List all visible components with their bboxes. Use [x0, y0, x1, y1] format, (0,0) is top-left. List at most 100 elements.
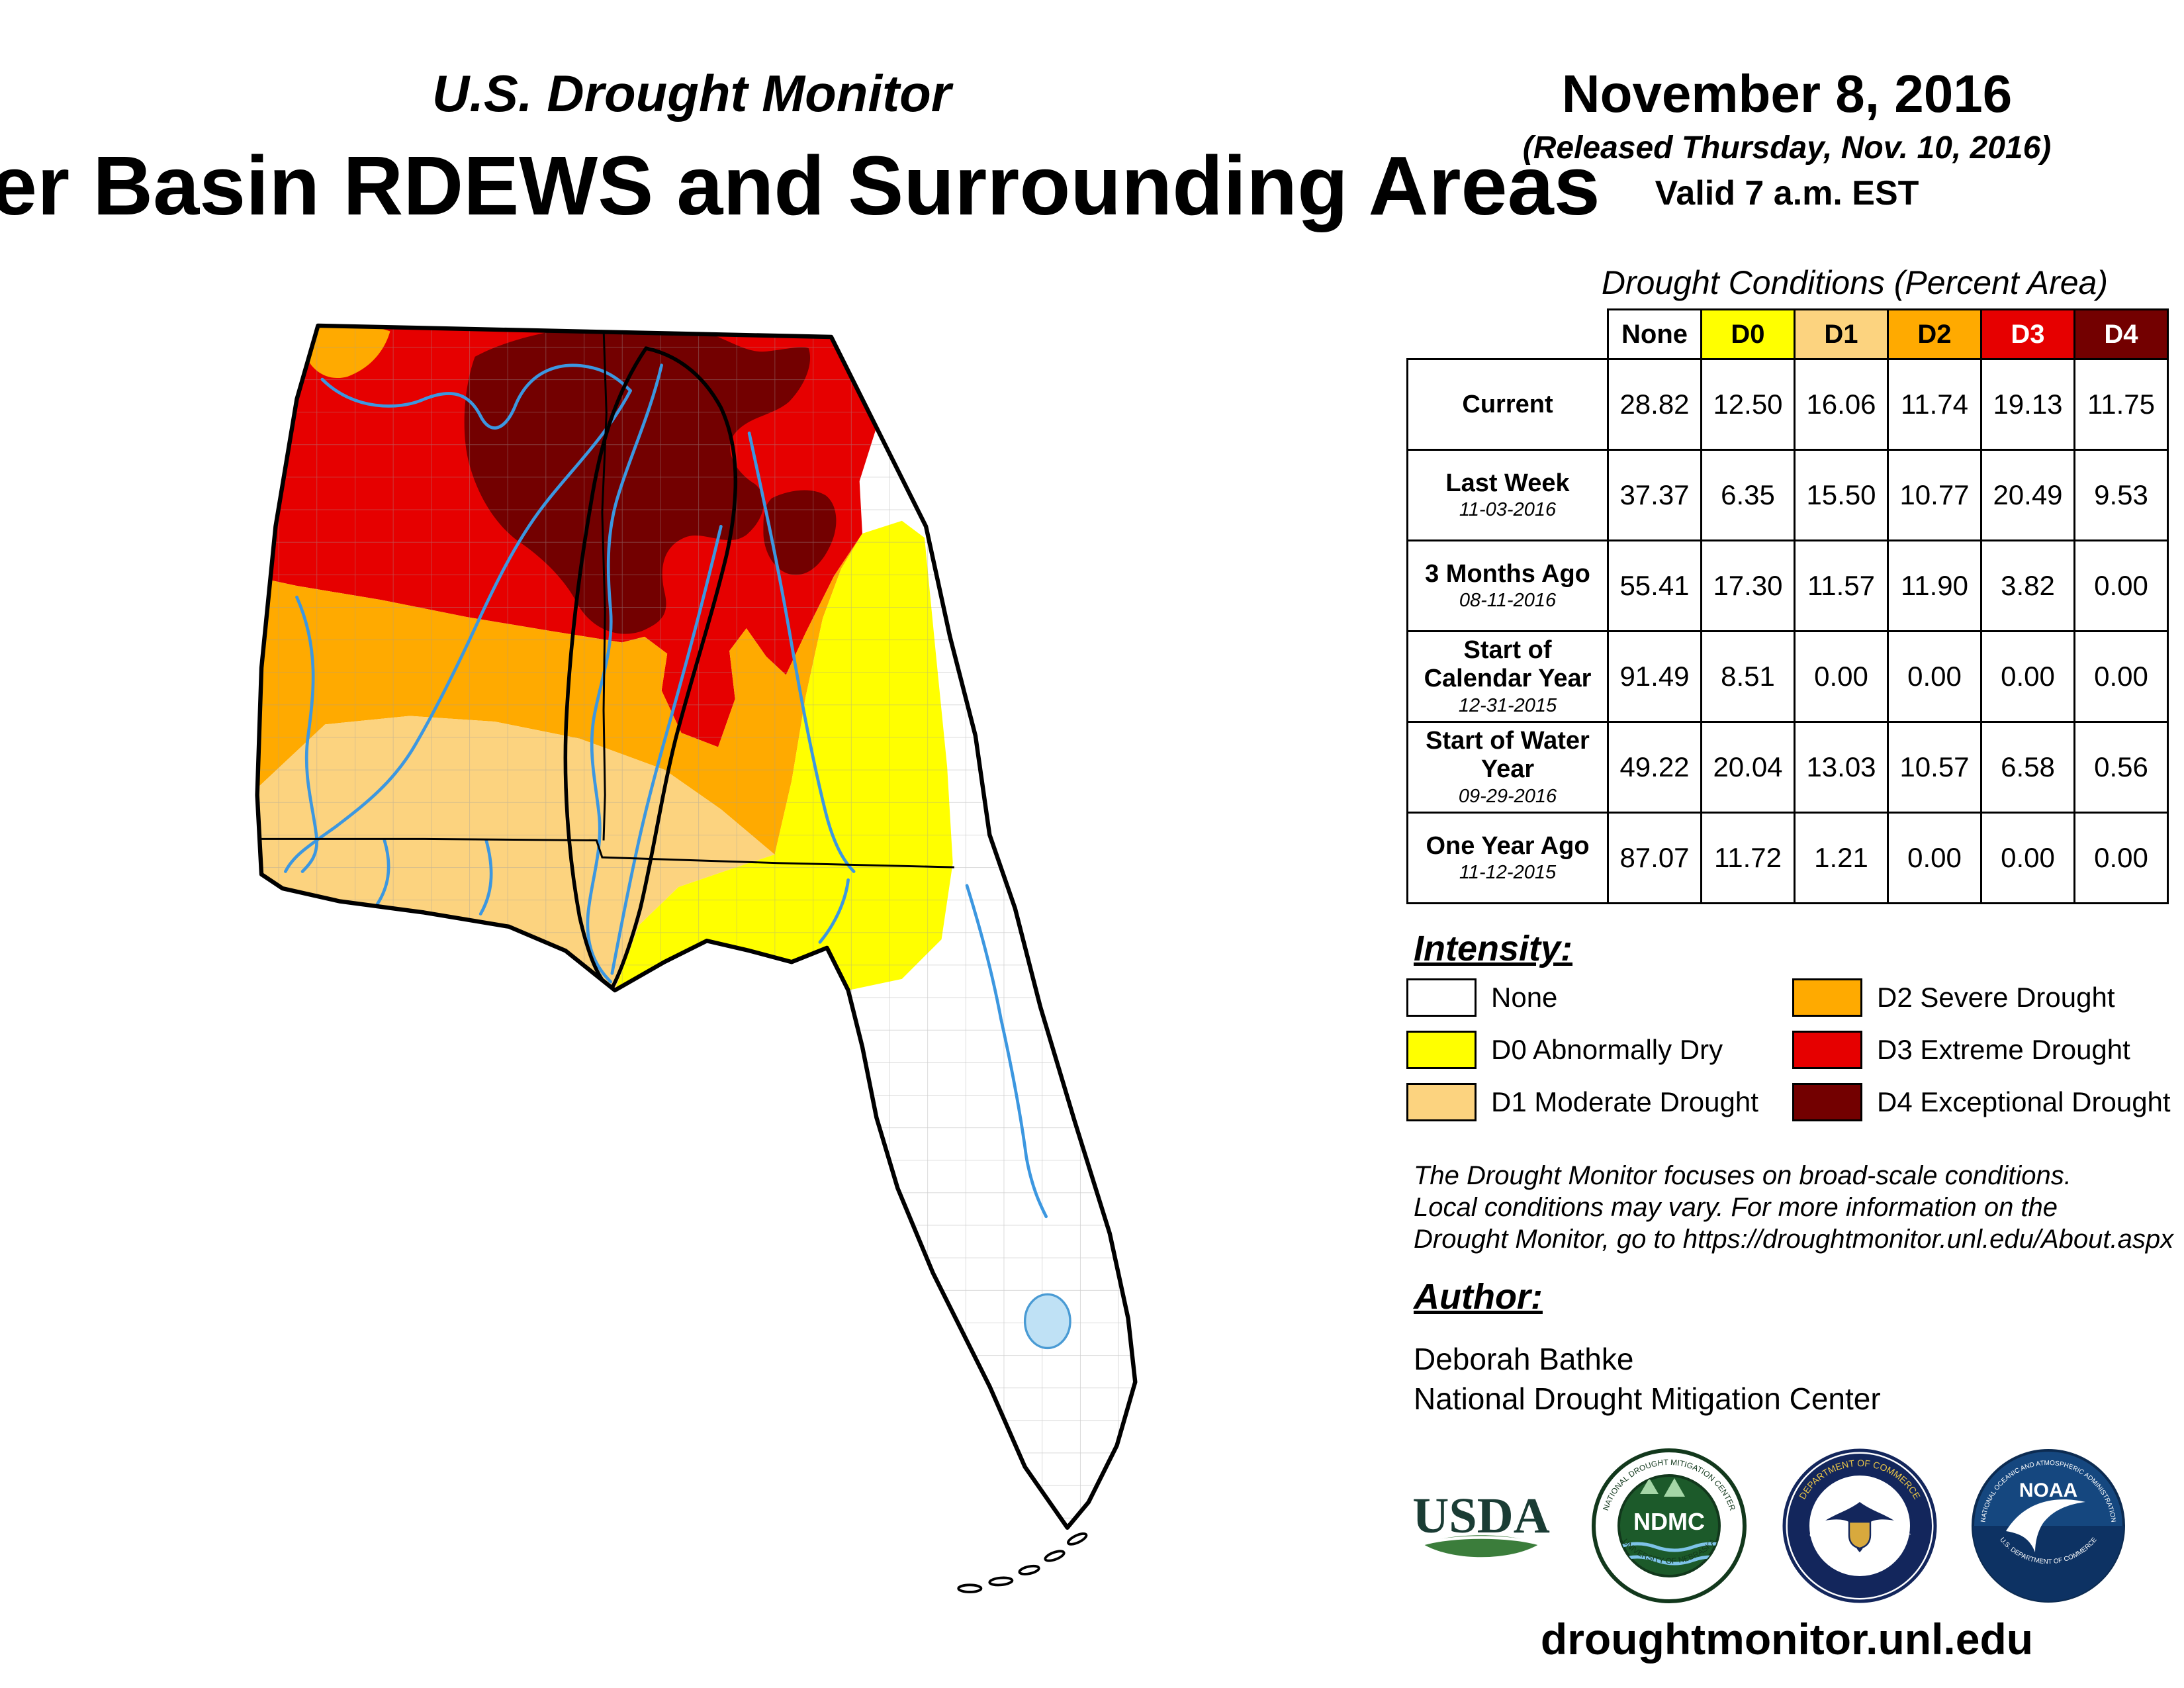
disclaimer: The Drought Monitor focuses on broad-sca… [1414, 1160, 2173, 1255]
legend-col-1: None D0 Abnormally Dry D1 Moderate Drought [1406, 978, 1792, 1135]
value-cell: 0.00 [1794, 630, 1889, 723]
chattahoochee-river [586, 363, 663, 984]
value-cell: 12.50 [1700, 358, 1796, 451]
value-cell: 87.07 [1607, 812, 1702, 904]
table-row: Current 28.82 12.50 16.06 11.74 19.13 11.75 [1406, 358, 2169, 451]
table-row: Start of Water Year 09-29-2016 49.22 20.04 1… [1406, 721, 2169, 814]
legend-label: D2 Severe Drought [1877, 982, 2115, 1013]
coastline-outline [255, 323, 1138, 1530]
coosa-alabama-river [284, 389, 632, 873]
usda-swoosh [1423, 1535, 1539, 1558]
st-johns-river [965, 884, 1048, 1219]
value-cell: 0.00 [2073, 812, 2169, 904]
noaa-logo-text: NOAA [2019, 1479, 2077, 1501]
footer-url[interactable]: droughtmonitor.unl.edu [1540, 1615, 2034, 1664]
noaa-logo: NOAA NATIONAL OCEANIC AND ATMOSPHERIC AD… [1972, 1449, 2125, 1603]
row-label: Start of Calendar Year 12-31-2015 [1406, 630, 1609, 723]
legend-swatch [1792, 1083, 1862, 1121]
doc-shield [1848, 1521, 1872, 1550]
row-label: Current [1406, 358, 1609, 451]
value-cell: 0.00 [2073, 630, 2169, 723]
legend-label: D1 Moderate Drought [1491, 1086, 1758, 1117]
drought-table: None D0 D1 D2 D3 D4 Current 28.82 12.50 16.06 11.7… [1406, 308, 2169, 904]
value-cell: 11.72 [1700, 812, 1796, 904]
river-basin-boundary [563, 346, 738, 992]
author-title: Author: [1414, 1277, 1543, 1317]
department-of-commerce-logo: DEPARTMENT OF COMMERCE UNITED STATES OF … [1782, 1448, 1937, 1603]
county-lines [257, 325, 1136, 1528]
noaa-bird [2006, 1499, 2085, 1552]
table-title: Drought Conditions (Percent Area) [1601, 264, 2108, 301]
value-cell: 1.21 [1794, 812, 1889, 904]
ndmc-logo: NDMC NATIONAL DROUGHT MITIGATION CENTER … [1592, 1448, 1747, 1603]
legend-item: None [1406, 978, 1792, 1017]
value-cell: 8.51 [1700, 630, 1796, 723]
table-row: Last Week 11-03-2016 37.37 6.35 15.50 10.77 20… [1406, 449, 2169, 541]
row-label: Last Week 11-03-2016 [1406, 449, 1609, 541]
usda-logo: USDA [1412, 1488, 1550, 1558]
column-header-d0: D0 [1700, 308, 1796, 360]
value-cell: 91.49 [1607, 630, 1702, 723]
column-header-d1: D1 [1794, 308, 1889, 360]
legend-label: D0 Abnormally Dry [1491, 1034, 1723, 1065]
florida-keys [957, 1532, 1088, 1593]
value-cell: 11.75 [2073, 358, 2169, 451]
legend-item: D4 Exceptional Drought [1792, 1083, 2171, 1121]
tennessee-river [320, 363, 632, 430]
value-cell: 6.58 [1980, 721, 2075, 814]
legend-item: D0 Abnormally Dry [1406, 1031, 1792, 1069]
value-cell: 6.35 [1700, 449, 1796, 541]
alabama-georgia-border [601, 328, 608, 841]
value-cell: 0.00 [1887, 812, 1982, 904]
value-cell: 0.00 [2073, 539, 2169, 632]
column-header-none: None [1607, 308, 1702, 360]
column-header-d2: D2 [1887, 308, 1982, 360]
legend-swatch [1792, 978, 1862, 1017]
intensity-legend: None D0 Abnormally Dry D1 Moderate Drought… [1406, 978, 2171, 1135]
value-cell: 11.74 [1887, 358, 1982, 451]
legend-item: D3 Extreme Drought [1792, 1031, 2171, 1069]
disclaimer-line-2: Local conditions may vary. For more info… [1414, 1193, 2058, 1222]
valid-time: Valid 7 a.m. EST [1655, 174, 1919, 212]
value-cell: 11.90 [1887, 539, 1982, 632]
legend-item: D1 Moderate Drought [1406, 1083, 1792, 1121]
drought-map [255, 323, 1138, 1593]
page-title: er Basin RDEWS and Surrounding Areas [0, 139, 1600, 232]
lake-okeechobee [1023, 1293, 1071, 1350]
flint-river [610, 524, 723, 975]
value-cell: 17.30 [1700, 539, 1796, 632]
legend-swatch [1406, 978, 1477, 1017]
value-cell: 49.22 [1607, 721, 1702, 814]
ndmc-logo-text: NDMC [1633, 1508, 1705, 1535]
value-cell: 0.56 [2073, 721, 2169, 814]
legend-label: D3 Extreme Drought [1877, 1034, 2130, 1065]
value-cell: 0.00 [1980, 630, 2075, 723]
escambia-river [375, 839, 390, 906]
value-cell: 3.82 [1980, 539, 2075, 632]
author-name: Deborah Bathke [1414, 1342, 1634, 1376]
legend-swatch [1406, 1083, 1477, 1121]
florida-border [261, 837, 954, 868]
value-cell: 20.49 [1980, 449, 2075, 541]
value-cell: 9.53 [2073, 449, 2169, 541]
value-cell: 16.06 [1794, 358, 1889, 451]
value-cell: 0.00 [1980, 812, 2075, 904]
monitor-title: U.S. Drought Monitor [432, 64, 952, 122]
row-label: 3 Months Ago 08-11-2016 [1406, 539, 1609, 632]
table-row: One Year Ago 11-12-2015 87.07 11.72 1.21 0.00… [1406, 812, 2169, 904]
legend-label: None [1491, 982, 1558, 1013]
row-label: Start of Water Year 09-29-2016 [1406, 721, 1609, 814]
table-corner-blank [1407, 309, 1608, 359]
value-cell: 11.57 [1794, 539, 1889, 632]
value-cell: 55.41 [1607, 539, 1702, 632]
column-header-d4: D4 [2073, 308, 2169, 360]
value-cell: 0.00 [1887, 630, 1982, 723]
suwannee-river [818, 878, 850, 944]
disclaimer-line-1: The Drought Monitor focuses on broad-sca… [1414, 1161, 2071, 1190]
ocmulgee-river [747, 431, 856, 873]
legend-col-2: D2 Severe Drought D3 Extreme Drought D4 Ex… [1792, 978, 2171, 1135]
column-header-d3: D3 [1980, 308, 2075, 360]
value-cell: 28.82 [1607, 358, 1702, 451]
value-cell: 37.37 [1607, 449, 1702, 541]
